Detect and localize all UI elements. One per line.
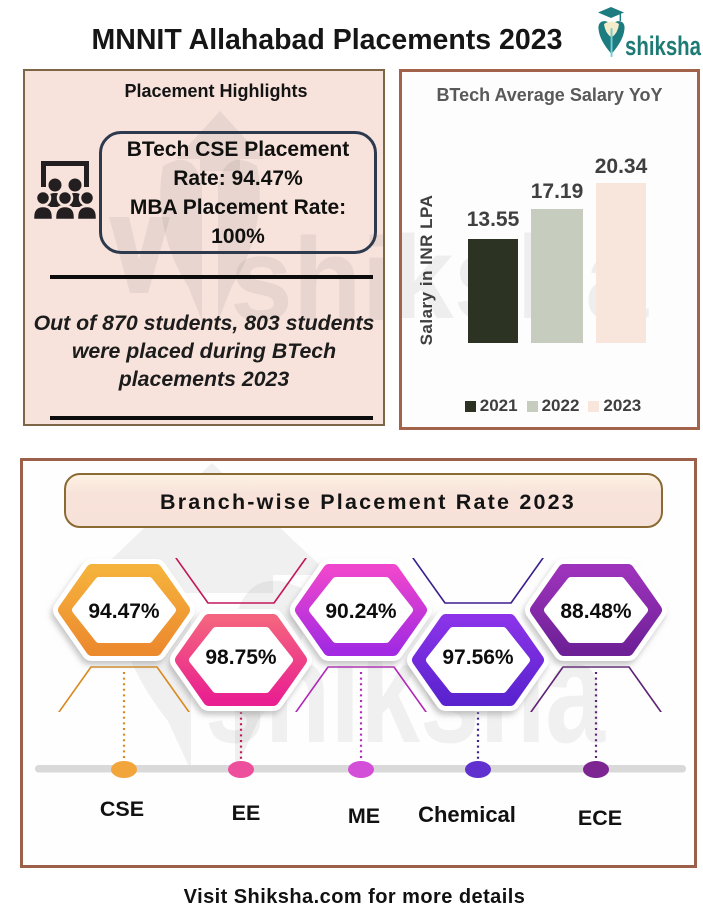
svg-text:shiksha: shiksha bbox=[625, 31, 702, 61]
